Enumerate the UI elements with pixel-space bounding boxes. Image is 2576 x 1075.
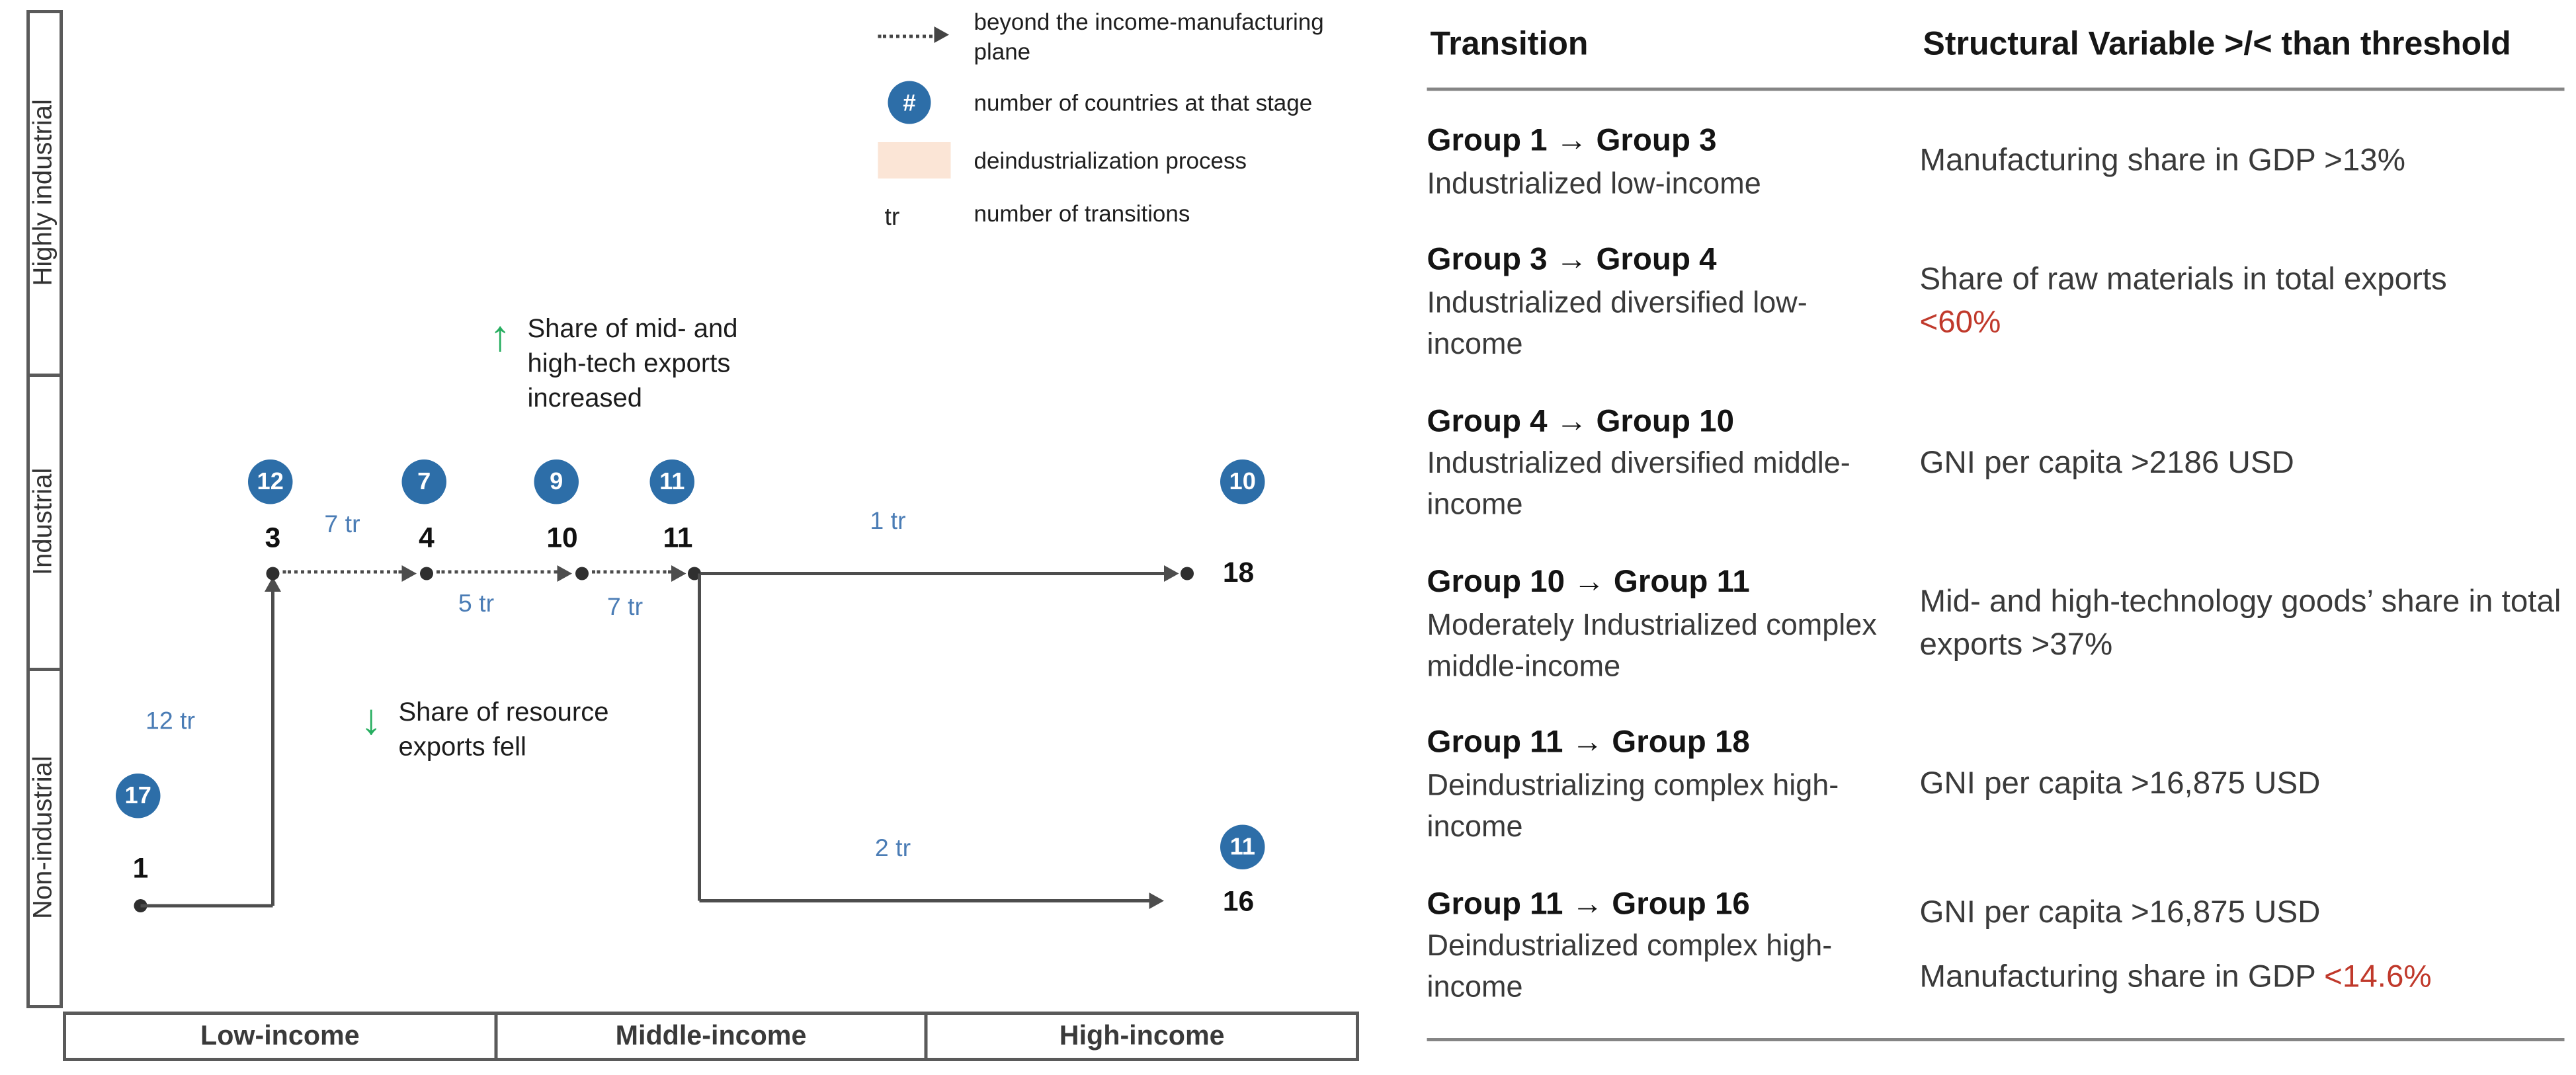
legend-item-transitions: tr number of transitions xyxy=(878,197,1374,232)
structural-variable: Mid- and high-technology goods’ share in… xyxy=(1919,585,2561,662)
legend-item-dotted-arrow: beyond the income-manufacturing plane xyxy=(878,7,1374,67)
arrowhead-up-1-3 xyxy=(265,577,281,592)
transition-line-11-16-vertical xyxy=(698,573,701,901)
deindustrialization-swatch-icon xyxy=(878,139,954,182)
node-3-label: 3 xyxy=(265,522,281,554)
arrowhead-right-11-16 xyxy=(1149,893,1164,909)
y-axis-label-industrial: Industrial xyxy=(26,374,63,671)
arrowhead-right-11-18 xyxy=(1164,565,1179,582)
transition-line-4-10-dotted xyxy=(436,570,558,574)
y-axis-label-non-industrial: Non-industrial xyxy=(26,668,63,1008)
arrowhead-right-3-4 xyxy=(401,565,417,582)
node-18-count-badge: 10 xyxy=(1220,459,1265,504)
transition-line-1-3-vertical xyxy=(271,582,274,906)
arrowhead-right-10-11 xyxy=(671,565,686,582)
table-body: Group 1 → Group 3 Industrialized low-inc… xyxy=(1427,91,2565,1008)
node-18-dot xyxy=(1181,567,1194,580)
legend-label: number of transitions xyxy=(974,200,1190,227)
x-axis: Low-income Middle-income High-income xyxy=(63,1012,1360,1061)
transition-count-3-4: 7 tr xyxy=(324,510,360,539)
node-3-dot xyxy=(266,567,280,580)
annotation-resource-exports-fell: ↓ Share of resource exports fell xyxy=(360,697,647,766)
node-1-label: 1 xyxy=(132,853,149,885)
table-row: Group 1 → Group 3 Industrialized low-inc… xyxy=(1427,121,2565,204)
transition-line-1-3-horizontal xyxy=(140,904,273,908)
transition-title: Group 11 → Group 16 xyxy=(1427,887,1750,922)
table-row: Group 3 → Group 4 Industrialized diversi… xyxy=(1427,241,2565,365)
node-4-dot xyxy=(420,567,433,580)
legend-label: number of countries at that stage xyxy=(974,89,1313,116)
transition-title: Group 11 → Group 18 xyxy=(1427,726,1750,761)
legend: beyond the income-manufacturing plane # … xyxy=(878,7,1374,232)
node-18-label: 18 xyxy=(1222,557,1255,589)
table-row: Group 11 → Group 16 Deindustrialized com… xyxy=(1427,884,2565,1008)
transition-count-4-10: 5 tr xyxy=(458,590,495,619)
transition-desc: Deindustrialized complex high-income xyxy=(1427,929,1833,1004)
transition-desc: Industrialized diversified middle-income xyxy=(1427,447,1850,522)
legend-label: deindustrialization process xyxy=(974,147,1247,175)
table-row: Group 11 → Group 18 Deindustrializing co… xyxy=(1427,723,2565,847)
table-header-row: Transition Structural Variable >/< than … xyxy=(1427,10,2565,91)
transition-desc: Moderately Industrialized complex middle… xyxy=(1427,608,1877,682)
green-up-arrow-icon: ↑ xyxy=(489,311,511,360)
table-header-transition: Transition xyxy=(1430,26,1589,63)
node-10-dot xyxy=(575,567,589,580)
table-header-variable: Structural Variable >/< than threshold xyxy=(1923,26,2511,63)
node-4-count-badge: 7 xyxy=(401,459,446,504)
transition-title: Group 4 → Group 10 xyxy=(1427,404,1735,440)
transition-count-1-3: 12 tr xyxy=(145,707,195,736)
transition-table: Transition Structural Variable >/< than … xyxy=(1427,10,2565,1041)
table-bottom-rule xyxy=(1427,1037,2565,1041)
node-3-count-badge: 12 xyxy=(248,459,293,504)
transition-title: Group 1 → Group 3 xyxy=(1427,124,1717,159)
transition-line-10-11-dotted xyxy=(592,570,671,574)
structural-variable: Manufacturing share in GDP <14.6% xyxy=(1919,961,2432,996)
annotation-exports-increased: ↑ Share of mid- and high-tech exports in… xyxy=(489,314,792,417)
legend-item-count-circle: # number of countries at that stage xyxy=(878,81,1374,125)
arrowhead-right-4-10 xyxy=(557,565,572,582)
y-axis-label-highly-industrial: Highly industrial xyxy=(26,10,63,377)
tr-symbol: tr xyxy=(884,204,900,232)
transition-title: Group 3 → Group 4 xyxy=(1427,243,1717,279)
transition-count-11-18: 1 tr xyxy=(870,507,906,536)
count-circle-icon: # xyxy=(878,81,954,125)
annotation-text: Share of resource exports fell xyxy=(398,699,609,762)
x-axis-label-middle-income: Middle-income xyxy=(493,1012,929,1061)
dotted-arrow-icon xyxy=(878,15,954,58)
node-10-count-badge: 9 xyxy=(534,459,579,504)
node-16-count-badge: 11 xyxy=(1220,824,1265,869)
y-axis: Highly industrial Industrial Non-industr… xyxy=(26,10,79,1008)
transition-line-11-18 xyxy=(701,572,1164,575)
annotation-text: Share of mid- and high-tech exports incr… xyxy=(527,315,738,413)
transition-desc: Industrialized low-income xyxy=(1427,166,1761,200)
x-axis-label-low-income: Low-income xyxy=(63,1012,497,1061)
transition-title: Group 10 → Group 11 xyxy=(1427,565,1750,600)
node-10-label: 10 xyxy=(546,522,578,554)
node-16-label: 16 xyxy=(1222,886,1255,918)
transition-line-11-16-horizontal xyxy=(699,899,1149,902)
table-row: Group 10 → Group 11 Moderately Industria… xyxy=(1427,562,2565,686)
transition-desc: Industrialized diversified low-income xyxy=(1427,286,1807,360)
node-4-label: 4 xyxy=(419,522,435,554)
transition-count-10-11: 7 tr xyxy=(606,593,644,622)
structural-variable: GNI per capita >2186 USD xyxy=(1919,445,2294,481)
node-11-count-badge: 11 xyxy=(649,459,694,504)
legend-item-deindustrialization: deindustrialization process xyxy=(878,139,1374,182)
structural-variable: Manufacturing share in GDP >13% xyxy=(1919,144,2405,180)
node-1-count-badge: 17 xyxy=(116,774,161,818)
legend-label: beyond the income-manufacturing plane xyxy=(974,8,1324,65)
green-down-arrow-icon: ↓ xyxy=(360,694,382,744)
structural-variable: GNI per capita >16,875 USD xyxy=(1919,767,2321,802)
structural-variable: GNI per capita >16,875 USD xyxy=(1919,895,2321,930)
transition-desc: Deindustrializing complex high-income xyxy=(1427,768,1839,843)
transition-line-3-4-dotted xyxy=(282,570,402,574)
transition-count-11-16: 2 tr xyxy=(874,834,911,863)
structural-variable: Share of raw materials in total exports … xyxy=(1919,263,2447,341)
node-11-label: 11 xyxy=(663,522,693,554)
table-row: Group 4 → Group 10 Industrialized divers… xyxy=(1427,401,2565,526)
x-axis-label-high-income: High-income xyxy=(925,1012,1360,1061)
